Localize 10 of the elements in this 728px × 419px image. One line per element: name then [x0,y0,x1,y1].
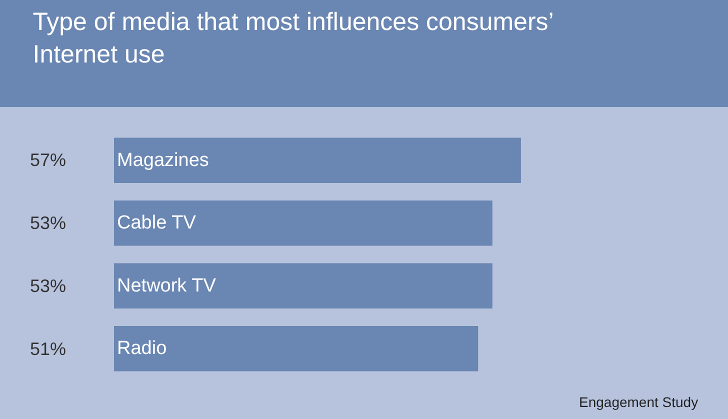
data-label: 51% [30,339,66,359]
y-tick-label: Magazines [117,150,209,171]
y-tick-label: Network TV [117,275,216,296]
y-tick-label: Cable TV [117,212,196,234]
data-label: 53% [30,213,66,233]
y-tick-label: Radio [117,338,167,360]
text: Engagement Study [579,394,698,410]
data-label: 53% [30,276,66,296]
chart-title: Type of media that most influences consumers’ Internet use [32,8,554,68]
data-label: 57% [30,150,66,170]
